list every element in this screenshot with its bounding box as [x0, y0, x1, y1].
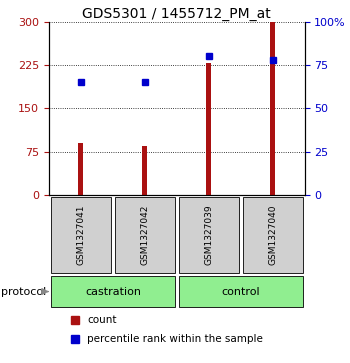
Bar — [51, 276, 175, 307]
Bar — [178, 197, 239, 273]
Bar — [178, 276, 303, 307]
Bar — [142, 146, 147, 195]
Text: GSM1327040: GSM1327040 — [268, 204, 277, 265]
Bar — [243, 197, 303, 273]
Text: GSM1327039: GSM1327039 — [204, 204, 213, 265]
Text: count: count — [88, 315, 117, 325]
Title: GDS5301 / 1455712_PM_at: GDS5301 / 1455712_PM_at — [82, 7, 271, 21]
Bar — [270, 22, 275, 195]
Bar — [78, 143, 84, 195]
Bar — [115, 197, 175, 273]
Bar — [206, 64, 211, 195]
Text: GSM1327042: GSM1327042 — [140, 204, 149, 265]
Text: castration: castration — [85, 286, 141, 297]
Text: percentile rank within the sample: percentile rank within the sample — [88, 334, 263, 344]
Bar — [51, 197, 111, 273]
Text: control: control — [221, 286, 260, 297]
Text: protocol: protocol — [1, 286, 46, 297]
Text: GSM1327041: GSM1327041 — [76, 204, 85, 265]
